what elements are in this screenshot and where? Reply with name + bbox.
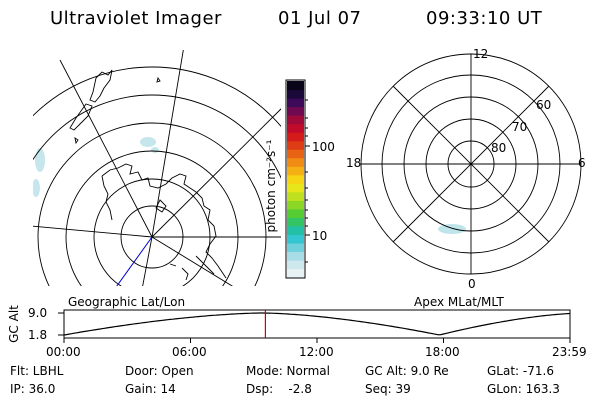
colorbar-swatch — [287, 217, 304, 227]
colorbar-unit-label: photon cm⁻²s⁻¹ — [264, 139, 278, 233]
colorbar-swatch — [287, 251, 304, 261]
instrument-title: Ultraviolet Imager — [50, 8, 222, 29]
colorbar-swatch — [287, 81, 304, 91]
status-glat: GLat: -71.6 — [487, 364, 554, 378]
mlt-emission-patch — [438, 224, 466, 234]
colorbar-swatch — [287, 115, 304, 125]
colorbar-swatch — [287, 166, 304, 176]
altitude-ytick-low: 1.8 — [28, 328, 48, 342]
colorbar-swatch — [287, 268, 304, 278]
mlt-label-12: 12 — [473, 47, 489, 61]
colorbar-swatch — [287, 242, 304, 253]
altitude-curve — [63, 312, 571, 336]
colorbar-swatch — [287, 259, 304, 270]
geographic-map-panel — [33, 50, 281, 286]
colorbar-swatch — [287, 132, 304, 142]
colorbar-swatch — [287, 234, 304, 244]
colorbar-swatch — [287, 123, 304, 133]
colorbar-swatch — [287, 157, 304, 167]
altitude-plot-frame — [63, 309, 571, 339]
satellite-track-line — [116, 236, 153, 286]
status-dsp: Dsp: -2.8 — [246, 382, 312, 396]
mlt-spokes — [361, 54, 581, 274]
colorbar-swatch — [287, 149, 304, 159]
geographic-panel-label: Geographic Lat/Lon — [68, 295, 186, 309]
mlat-label-70: 70 — [512, 120, 528, 134]
altitude-ylabel: GC Alt — [7, 305, 21, 343]
altitude-xtick-2359: 23:59 — [552, 345, 587, 359]
status-filter: Flt: LBHL — [10, 364, 64, 378]
status-seq: Seq: 39 — [365, 382, 411, 396]
mlt-label-18: 18 — [346, 156, 362, 170]
altitude-plot-xticks — [63, 338, 571, 343]
colorbar-tick-10: 10 — [312, 229, 328, 243]
observation-date: 01 Jul 07 — [278, 8, 362, 29]
status-gain: Gain: 14 — [125, 382, 176, 396]
altitude-plot — [58, 309, 571, 343]
meridians — [33, 50, 281, 286]
colorbar-swatch — [287, 208, 304, 218]
colorbar-ticks — [305, 99, 310, 263]
altitude-xtick-1200: 12:00 — [299, 345, 334, 359]
altitude-xtick-0600: 06:00 — [172, 345, 207, 359]
altitude-xtick-0000: 00:00 — [46, 345, 81, 359]
colorbar-swatch — [287, 106, 304, 116]
colorbar-frame — [285, 79, 306, 279]
colorbar-swatch — [287, 98, 304, 108]
status-door: Door: Open — [125, 364, 194, 378]
mlat-label-80: 80 — [491, 141, 507, 155]
colorbar-swatch — [287, 174, 304, 184]
status-glon: GLon: 163.3 — [487, 382, 560, 396]
mlt-label-6: 6 — [578, 156, 586, 170]
colorbar-swatch — [287, 225, 304, 235]
altitude-xtick-1800: 18:00 — [425, 345, 460, 359]
colorbar-swatch — [287, 140, 304, 150]
colorbar-swatch — [287, 200, 304, 210]
status-ip: IP: 36.0 — [10, 382, 56, 396]
status-mode: Mode: Normal — [246, 364, 330, 378]
status-gc-alt: GC Alt: 9.0 Re — [365, 364, 449, 378]
colorbar-swatch — [287, 89, 304, 99]
magnetic-panel-label: Apex MLat/MLT — [414, 295, 504, 309]
colorbar-tick-100: 100 — [312, 140, 335, 154]
coastlines — [69, 69, 227, 281]
mlt-label-0: 0 — [468, 277, 476, 291]
magnetic-polar-panel — [360, 53, 582, 275]
uv-emission-patches — [33, 137, 159, 197]
mlat-label-60: 60 — [536, 98, 552, 112]
colorbar — [287, 81, 304, 278]
altitude-plot-yticks — [58, 312, 64, 336]
colorbar-swatch — [287, 191, 304, 201]
altitude-ytick-high: 9.0 — [28, 306, 48, 320]
observation-time: 09:33:10 UT — [426, 8, 543, 29]
colorbar-swatch — [287, 183, 304, 193]
